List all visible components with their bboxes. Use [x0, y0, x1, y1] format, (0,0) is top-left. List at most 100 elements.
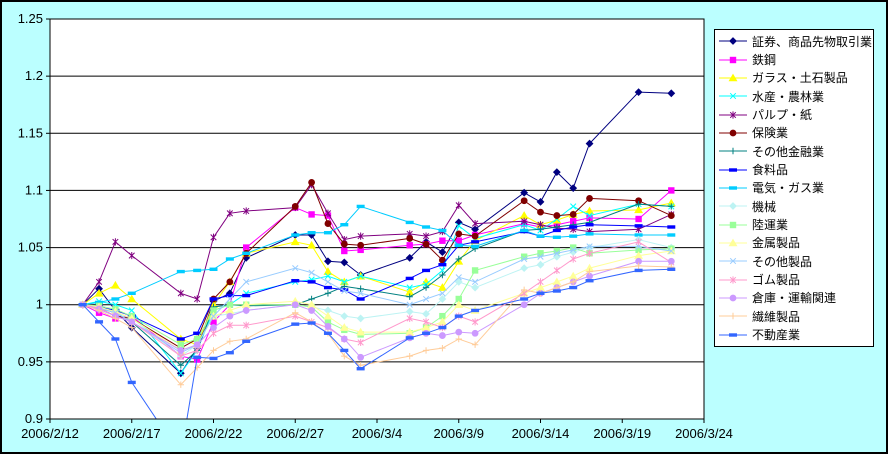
dash-marker-icon [585, 279, 594, 283]
y-axis-label: 1.2 [25, 68, 43, 83]
legend-key-icon [719, 148, 747, 155]
diamond-marker-icon [356, 314, 365, 323]
plus-marker-icon [292, 309, 299, 316]
dash-marker-icon [78, 303, 87, 307]
x-marker-icon [471, 278, 479, 286]
legend-label: 繊維製品 [752, 309, 801, 324]
diamond-marker-icon [422, 309, 430, 318]
plus-marker-icon [439, 344, 446, 352]
circle-marker-icon [471, 232, 479, 240]
plus-marker-icon [729, 313, 737, 320]
dash-marker-icon [323, 331, 332, 335]
dash-marker-icon [405, 336, 414, 340]
legend-label: 電気・ガス業 [752, 181, 825, 196]
legend-key-icon [719, 202, 747, 211]
star-marker-icon [553, 266, 561, 275]
legend-item-1: 鉄鋼 [718, 51, 870, 68]
diamond-marker-icon [340, 258, 349, 267]
dash-marker-icon [193, 355, 202, 359]
star-marker-icon [128, 251, 135, 260]
plus-marker-icon [357, 285, 364, 292]
dash-marker-icon [634, 224, 643, 228]
x-marker-icon [439, 267, 446, 274]
circle-marker-icon [357, 353, 365, 361]
y-axis-label: 1.1 [25, 182, 43, 197]
square-marker-icon [308, 211, 315, 218]
dash-marker-icon [520, 228, 529, 233]
dash-marker-icon [667, 233, 676, 237]
dash-marker-icon [729, 332, 737, 337]
plus-marker-icon [520, 286, 528, 294]
diamond-marker-icon [536, 260, 545, 269]
circle-marker-icon [553, 212, 561, 219]
triangle-marker-icon [94, 288, 104, 297]
circle-marker-icon [291, 301, 299, 309]
dash-marker-icon [634, 268, 643, 273]
diamond-marker-icon [438, 248, 447, 257]
x-marker-icon [406, 301, 413, 308]
plus-marker-icon [471, 341, 479, 348]
dash-marker-icon [552, 289, 561, 293]
dash-marker-icon [422, 331, 431, 335]
x-axis-label: 2006/3/19 [593, 426, 651, 441]
circle-marker-icon [340, 240, 348, 248]
legend-item-8: 電気・ガス業 [718, 179, 870, 196]
x-marker-icon [292, 264, 299, 272]
triangle-marker-icon [356, 327, 366, 336]
x-marker-icon [243, 278, 250, 286]
star-marker-icon [226, 321, 234, 329]
circle-marker-icon [729, 294, 737, 302]
diamond-marker-icon [324, 257, 332, 266]
legend-label: 陸運業 [752, 218, 789, 233]
plus-marker-icon [406, 352, 413, 360]
dash-marker-icon [307, 280, 316, 284]
legend-key-icon [719, 221, 747, 228]
star-marker-icon [422, 318, 430, 326]
dash-marker-icon [225, 351, 234, 355]
star-marker-icon [422, 232, 430, 240]
star-marker-icon [520, 217, 528, 225]
x-axis-label: 2006/2/27 [266, 426, 324, 441]
legend-item-15: 繊維製品 [718, 308, 870, 325]
plus-marker-icon [668, 203, 675, 210]
circle-marker-icon [471, 329, 479, 337]
diamond-marker-icon [729, 202, 737, 211]
triangle-marker-icon [323, 267, 333, 275]
dash-marker-icon [520, 297, 529, 301]
legend-label: 不動産業 [752, 328, 801, 343]
legend-label: 証券、商品先物取引業 [752, 34, 873, 49]
dash-marker-icon [111, 337, 120, 341]
dash-marker-icon [585, 232, 594, 236]
x-axis-label: 2006/3/9 [433, 426, 484, 441]
plus-marker-icon [177, 362, 184, 369]
square-marker-icon [729, 56, 737, 63]
star-marker-icon [357, 232, 364, 240]
x-marker-icon [635, 243, 642, 250]
dash-marker-icon [454, 314, 463, 318]
dash-marker-icon [569, 225, 578, 229]
circle-marker-icon [308, 307, 316, 314]
legend-item-16: 不動産業 [718, 326, 870, 343]
x-marker-icon [177, 370, 184, 377]
circle-marker-icon [667, 212, 675, 219]
diamond-marker-icon [438, 295, 447, 303]
legend-key-icon [719, 294, 747, 302]
triangle-marker-icon [127, 294, 137, 303]
dash-marker-icon [438, 263, 447, 267]
star-marker-icon [635, 238, 642, 246]
circle-marker-icon [520, 301, 528, 309]
x-marker-icon [341, 287, 348, 295]
plus-marker-icon [406, 293, 413, 300]
axes [46, 18, 705, 423]
legend-item-10: 陸運業 [718, 216, 870, 233]
triangle-marker-icon [110, 280, 120, 289]
diamond-marker-icon [729, 37, 737, 46]
diamond-marker-icon [520, 264, 529, 273]
dash-marker-icon [552, 235, 561, 239]
triangle-marker-icon [307, 240, 317, 249]
star-marker-icon [570, 255, 577, 263]
dash-marker-icon [405, 220, 414, 225]
legend-key-icon [719, 238, 747, 247]
x-marker-icon [455, 222, 462, 230]
